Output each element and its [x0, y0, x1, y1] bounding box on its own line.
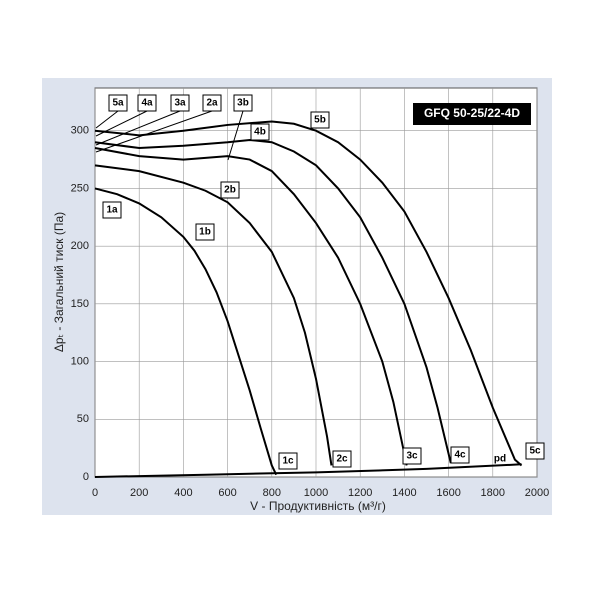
y-tick-label: 150 — [71, 298, 89, 310]
curve-label: 1b — [199, 227, 211, 238]
x-tick-label: 0 — [92, 487, 98, 499]
curve — [94, 120, 523, 467]
curve-label: 5a — [112, 98, 124, 109]
leader-line — [95, 110, 119, 129]
title-box — [413, 103, 531, 125]
y-tick-label: 250 — [71, 182, 89, 194]
y-tick-label: 300 — [71, 125, 89, 137]
x-tick-label: 1000 — [304, 487, 328, 499]
leader-line — [227, 110, 244, 161]
label-box — [278, 452, 298, 470]
y-tick-label: 50 — [77, 413, 89, 425]
curve-label: 3a — [174, 98, 186, 109]
curve-label: 2c — [336, 454, 348, 465]
leader-line — [95, 110, 181, 146]
label-box — [170, 94, 190, 112]
x-axis-label: V - Продуктивність (м³/г) — [250, 499, 386, 513]
curve-label: 1c — [282, 456, 294, 467]
label-box — [233, 94, 253, 112]
curve-label: 2b — [224, 185, 236, 196]
x-tick-label: 1800 — [481, 487, 505, 499]
x-tick-label: 1600 — [436, 487, 460, 499]
x-tick-label: 200 — [130, 487, 148, 499]
y-tick-label: 100 — [71, 355, 89, 367]
curve-label: 4b — [254, 127, 266, 138]
y-tick-label: 0 — [83, 471, 89, 483]
x-tick-label: 1200 — [348, 487, 372, 499]
label-box — [195, 223, 215, 241]
x-tick-label: 400 — [174, 487, 192, 499]
label-box — [250, 123, 270, 141]
curve — [94, 164, 333, 466]
curve — [94, 187, 278, 476]
curve-label: 4c — [454, 450, 466, 461]
label-box — [102, 201, 122, 219]
label-box — [220, 181, 240, 199]
x-tick-label: 800 — [263, 487, 281, 499]
label-box — [310, 111, 330, 129]
curve-label: 5b — [314, 115, 326, 126]
leader-line — [95, 110, 148, 137]
leader-line — [95, 110, 213, 153]
x-tick-label: 1400 — [392, 487, 416, 499]
curve-label: pd — [494, 454, 506, 465]
curve — [94, 463, 522, 478]
chart-title: GFQ 50-25/22-4D — [424, 106, 520, 120]
curve — [94, 147, 408, 466]
x-tick-label: 600 — [218, 487, 236, 499]
curve-label: 3b — [237, 98, 249, 109]
curve-label: 1a — [106, 205, 118, 216]
curve-label: 3c — [406, 451, 418, 462]
label-box — [525, 442, 545, 460]
label-box — [137, 94, 157, 112]
label-box — [108, 94, 128, 112]
curve-label: 2a — [206, 98, 218, 109]
curve — [94, 138, 452, 464]
y-tick-label: 200 — [71, 240, 89, 252]
label-box — [202, 94, 222, 112]
curve-label: 4a — [141, 98, 153, 109]
label-box — [402, 447, 422, 465]
label-box — [332, 450, 352, 468]
label-box — [450, 446, 470, 464]
curve-label: 5c — [529, 446, 541, 457]
y-axis-label: Δpₜ - Загальний тиск (Па) — [52, 212, 66, 352]
x-tick-label: 2000 — [525, 487, 549, 499]
